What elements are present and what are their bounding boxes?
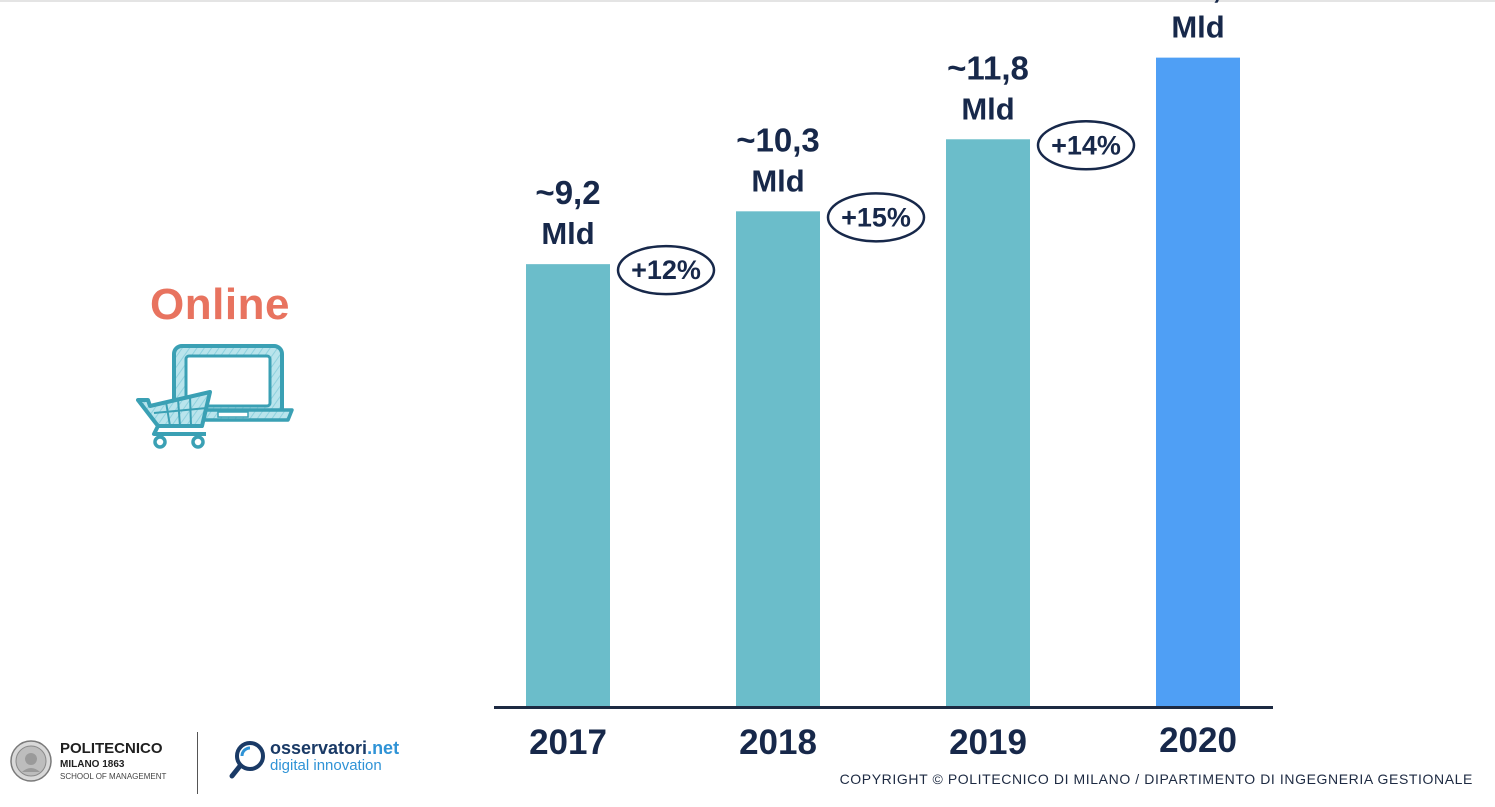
growth-label-2020: +14% xyxy=(1051,130,1121,160)
x-tick-label-2018: 2018 xyxy=(739,723,817,762)
value-unit-2017: Mld xyxy=(541,216,594,251)
bar-2019 xyxy=(946,139,1030,706)
observatori-name: osservatori.net xyxy=(270,738,399,759)
top-divider xyxy=(0,0,1495,2)
x-tick-label-2020: 2020 xyxy=(1159,721,1237,760)
value-label-2018: ~10,3 xyxy=(736,121,820,158)
logo-divider xyxy=(197,732,198,794)
value-label-2019: ~11,8 xyxy=(947,49,1029,86)
politecnico-school: SCHOOL OF MANAGEMENT xyxy=(60,772,167,781)
magnifier-logo-icon xyxy=(229,741,265,779)
value-unit-2018: Mld xyxy=(751,163,804,198)
bar-2018 xyxy=(736,211,820,706)
growth-badge-2019 xyxy=(826,192,926,243)
x-tick-label-2019: 2019 xyxy=(949,723,1027,762)
politecnico-city: MILANO 1863 xyxy=(60,759,125,770)
value-unit-2019: Mld xyxy=(961,91,1014,126)
observatori-tld: .net xyxy=(367,738,400,758)
bar-2017 xyxy=(526,264,610,706)
laptop-cart-icon xyxy=(136,344,294,449)
x-tick-label-2017: 2017 xyxy=(529,723,607,762)
copyright-notice: COPYRIGHT © POLITECNICO DI MILANO / DIPA… xyxy=(839,771,1473,787)
observatori-name-text: osservatori xyxy=(270,738,368,758)
category-title: Online xyxy=(150,280,290,329)
value-label-2017: ~9,2 xyxy=(535,174,600,211)
growth-badge-2018 xyxy=(616,244,716,296)
politecnico-seal-icon xyxy=(10,740,52,782)
value-unit-2020: Mld xyxy=(1171,10,1224,45)
observatori-tagline: digital innovation xyxy=(270,757,382,774)
growth-label-2018: +12% xyxy=(631,255,701,285)
value-label-2020: ~13,5 xyxy=(1156,0,1240,5)
growth-badge-2020 xyxy=(1036,120,1136,171)
growth-label-2019: +15% xyxy=(841,202,911,232)
politecnico-name: POLITECNICO xyxy=(60,740,163,757)
bar-2020 xyxy=(1156,57,1240,707)
